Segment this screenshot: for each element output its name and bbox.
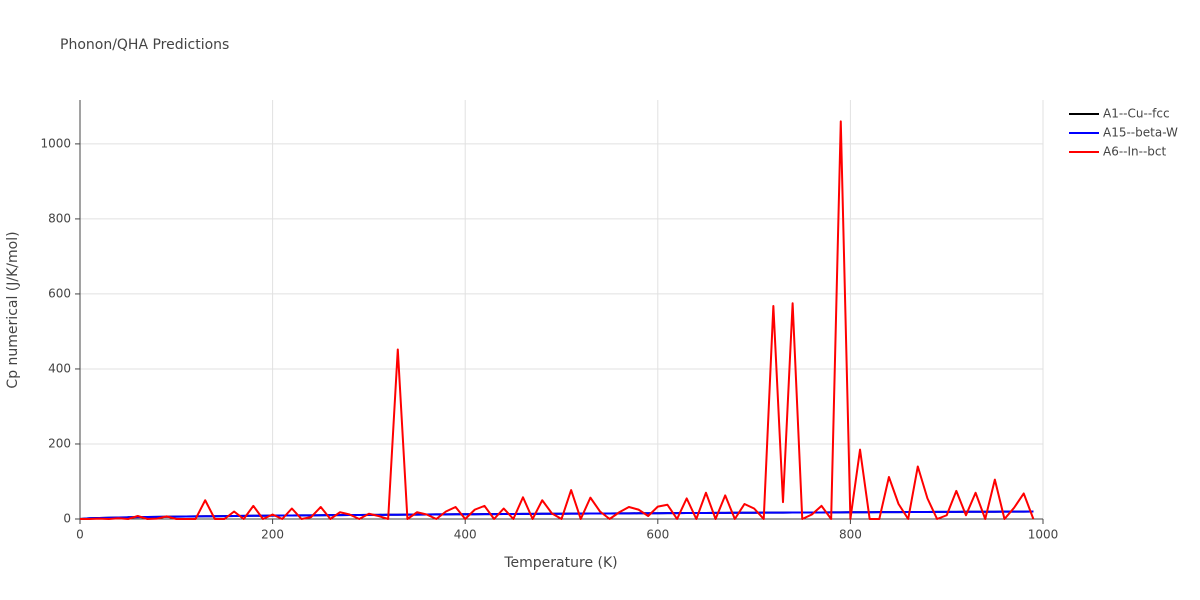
y-tick-label: 0 — [63, 512, 71, 526]
series-line — [80, 120, 1035, 520]
x-tick-label: 600 — [646, 528, 669, 542]
y-tick-label: 800 — [48, 211, 71, 225]
x-tick-label: 0 — [76, 528, 84, 542]
x-tick-label: 800 — [839, 528, 862, 542]
y-tick-label: 600 — [48, 286, 71, 300]
y-tick-label: 200 — [48, 436, 71, 450]
y-tick-label: 1000 — [40, 136, 71, 150]
y-axis-title: Cp numerical (J/K/mol) — [5, 231, 21, 388]
x-tick-label: 1000 — [1028, 528, 1059, 542]
legend-label: A1--Cu--fcc — [1103, 107, 1170, 121]
x-axis-title: Temperature (K) — [503, 555, 617, 571]
x-tick-label: 200 — [261, 528, 284, 542]
legend-label: A6--In--bct — [1103, 145, 1167, 159]
legend-label: A15--beta-W — [1103, 126, 1178, 140]
x-tick-label: 400 — [454, 528, 477, 542]
y-tick-label: 400 — [48, 361, 71, 375]
chart-title: Phonon/QHA Predictions — [60, 37, 229, 53]
